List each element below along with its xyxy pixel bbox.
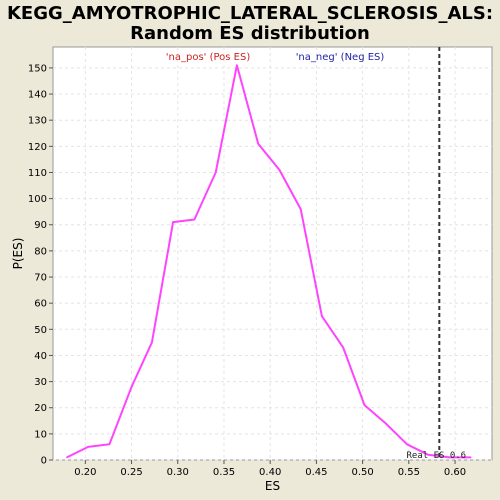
legend-neg-label: 'na_neg' (Neg ES) bbox=[296, 52, 385, 63]
plot-area bbox=[53, 47, 492, 460]
es-distribution-point bbox=[172, 221, 174, 223]
es-distribution-point bbox=[215, 172, 217, 174]
x-axis-label: ES bbox=[265, 479, 280, 493]
x-tick-label: 0.45 bbox=[305, 467, 327, 478]
x-tick-label: 0.30 bbox=[167, 467, 189, 478]
es-distribution-point bbox=[406, 444, 408, 446]
y-tick-label: 100 bbox=[28, 194, 47, 205]
es-distribution-point bbox=[321, 315, 323, 317]
chart-title-line2: Random ES distribution bbox=[130, 23, 370, 44]
y-axis-label: P(ES) bbox=[11, 238, 25, 270]
y-tick-label: 90 bbox=[34, 220, 47, 231]
x-axis-ticks: 0.20 0.25 0.30 0.35 0.40 0.45 0.50 0.55 0.60 bbox=[74, 460, 466, 478]
es-distribution-point bbox=[257, 143, 259, 145]
x-tick-label: 0.35 bbox=[213, 467, 235, 478]
es-distribution-point bbox=[194, 219, 196, 221]
x-tick-label: 0.55 bbox=[398, 467, 420, 478]
es-distribution-point bbox=[279, 169, 281, 171]
y-axis-ticks: 0 10 20 30 40 50 60 70 80 90 100 110 120 130 140 150 bbox=[28, 63, 53, 466]
es-distribution-point bbox=[131, 386, 133, 388]
y-tick-label: 120 bbox=[28, 142, 47, 153]
es-distribution-point bbox=[151, 342, 153, 344]
y-tick-label: 20 bbox=[34, 403, 47, 414]
es-distribution-point bbox=[236, 65, 238, 67]
x-tick-label: 0.40 bbox=[259, 467, 281, 478]
y-tick-label: 0 bbox=[41, 456, 47, 467]
x-tick-label: 0.60 bbox=[444, 467, 466, 478]
es-distribution-point bbox=[109, 444, 111, 446]
es-distribution-point bbox=[364, 404, 366, 406]
real-es-label: Real ES 0.6 bbox=[407, 451, 467, 461]
legend-pos-label: 'na_pos' (Pos ES) bbox=[166, 52, 251, 63]
es-distribution-point bbox=[87, 446, 89, 448]
y-tick-label: 70 bbox=[34, 273, 47, 284]
y-tick-label: 150 bbox=[28, 63, 47, 74]
y-tick-label: 130 bbox=[28, 116, 47, 127]
y-tick-label: 30 bbox=[34, 377, 47, 388]
y-tick-label: 10 bbox=[34, 429, 47, 440]
y-tick-label: 60 bbox=[34, 299, 47, 310]
y-tick-label: 80 bbox=[34, 246, 47, 257]
x-tick-label: 0.20 bbox=[74, 467, 96, 478]
y-tick-label: 50 bbox=[34, 325, 47, 336]
es-distribution-point bbox=[300, 208, 302, 210]
es-distribution-point bbox=[342, 347, 344, 349]
x-tick-label: 0.50 bbox=[351, 467, 373, 478]
es-distribution-point bbox=[66, 457, 68, 459]
es-distribution-point bbox=[470, 457, 472, 459]
y-tick-label: 110 bbox=[28, 168, 47, 179]
chart-title-line1: KEGG_AMYOTROPHIC_LATERAL_SCLEROSIS_ALS: bbox=[7, 3, 493, 24]
es-distribution-point bbox=[385, 423, 387, 425]
x-tick-label: 0.25 bbox=[120, 467, 142, 478]
y-tick-label: 140 bbox=[28, 90, 47, 101]
y-tick-label: 40 bbox=[34, 351, 47, 362]
